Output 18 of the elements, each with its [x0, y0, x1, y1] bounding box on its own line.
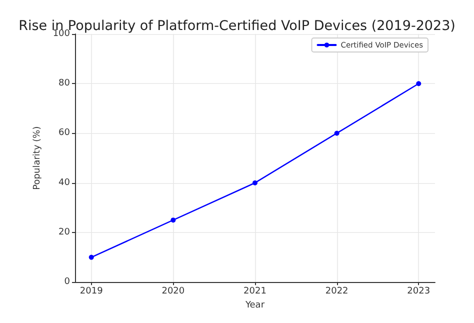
y-tick-label: 80: [58, 78, 70, 89]
y-tick-label: 60: [58, 128, 70, 138]
x-tick-label: 2020: [162, 286, 185, 297]
y-tick-label: 40: [58, 178, 70, 188]
y-axis-title: Popularity (%): [32, 126, 42, 190]
point: [416, 81, 422, 86]
point: [252, 180, 258, 186]
x-tick-label: 2021: [244, 286, 266, 297]
x-axis-title: Year: [244, 300, 265, 310]
y-tick-label: 100: [52, 29, 70, 39]
point: [88, 254, 94, 260]
y-tick-label: 0: [64, 277, 70, 288]
point: [170, 218, 176, 223]
x-tick-label: 2022: [325, 286, 348, 297]
x-tick-label: 2019: [80, 286, 104, 297]
y-tick-label: 20: [58, 227, 70, 238]
point: [334, 130, 340, 136]
x-tick-label: 2023: [407, 286, 430, 297]
